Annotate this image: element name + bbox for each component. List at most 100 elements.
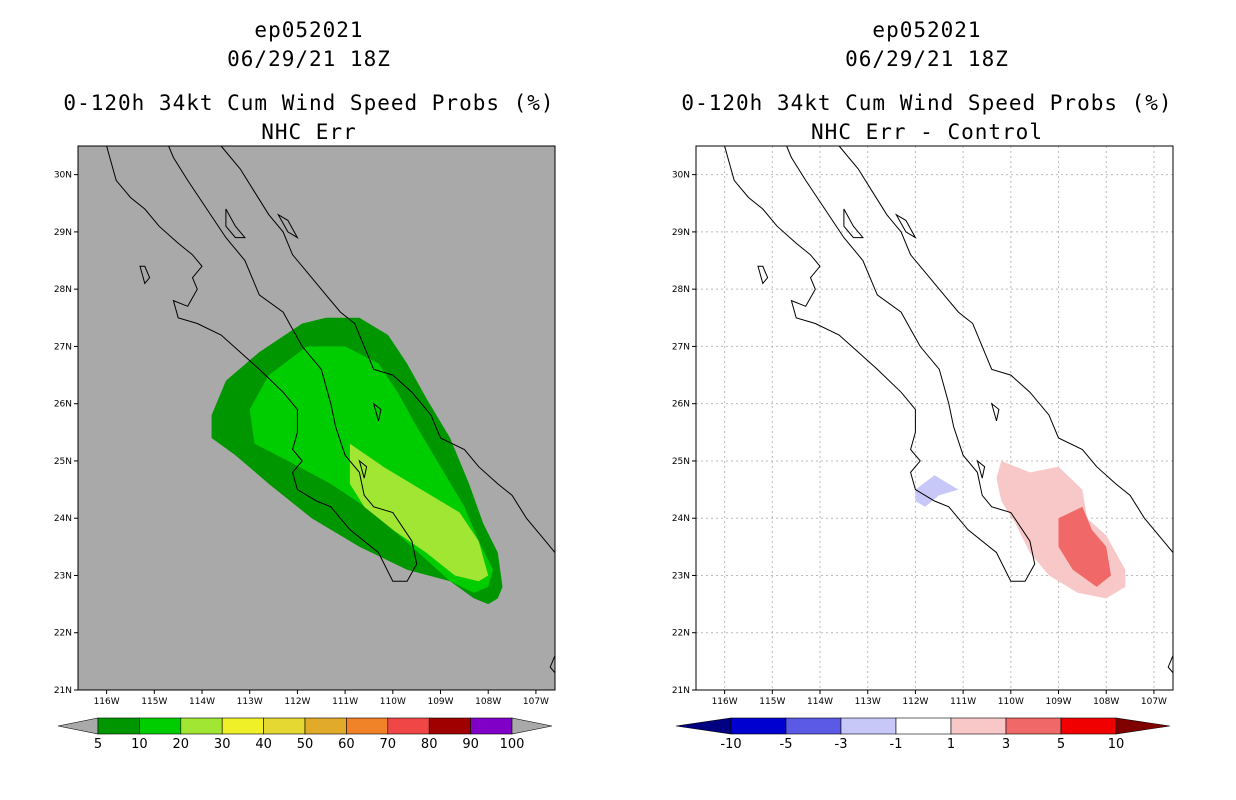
- map-chart-nhc-err-control: 116W 115W 114W 113W 112W 111W 110W 109W 108W 107W…: [672, 145, 1174, 752]
- x-tick-label: 116W: [712, 697, 738, 707]
- colorbar-swatch: [840, 717, 897, 735]
- panel-nhc-err: ep052021 06/29/21 18Z 0-120h 34kt Cum Wi…: [54, 18, 556, 752]
- prob-region-0: [915, 475, 959, 507]
- storm-id-title: ep052021: [254, 18, 364, 42]
- colorbar-swatch: [730, 717, 787, 735]
- colorbar-label: 10: [1108, 737, 1125, 752]
- island-outline: [139, 265, 151, 285]
- y-tick-label: 22N: [672, 629, 690, 639]
- colorbar-swatch: [1060, 717, 1117, 735]
- colorbar-label: 5: [1057, 737, 1065, 752]
- colorbar-swatch: [1005, 717, 1062, 735]
- coastline: [220, 145, 556, 553]
- x-tick-label: 113W: [855, 697, 881, 707]
- colorbar-label: 60: [338, 737, 355, 752]
- colorbar-label: 80: [421, 737, 438, 752]
- y-tick-label: 27N: [54, 342, 72, 352]
- y-tick-label: 21N: [672, 686, 690, 696]
- colorbar-extend-high: [1115, 717, 1171, 735]
- x-tick-label: 109W: [427, 697, 453, 707]
- coastline: [549, 655, 556, 674]
- colorbar-swatch: [428, 717, 471, 735]
- y-tick-label: 30N: [672, 171, 690, 181]
- colorbar-label: 90: [462, 737, 479, 752]
- panel-nhc-err-control: ep052021 06/29/21 18Z 0-120h 34kt Cum Wi…: [618, 0, 1236, 800]
- coastline: [724, 145, 1036, 582]
- colorbar-swatch: [387, 717, 430, 735]
- coastline: [838, 145, 1174, 553]
- x-tick-label: 110W: [998, 697, 1024, 707]
- x-tick-label: 114W: [807, 697, 833, 707]
- map-background: [696, 146, 1173, 690]
- chart-subtitle: NHC Err - Control: [811, 120, 1043, 144]
- colorbar-extend-low: [675, 717, 732, 735]
- chart-title: 0-120h 34kt Cum Wind Speed Probs (%): [63, 91, 555, 115]
- colorbar-extend-high: [511, 717, 553, 735]
- date-title: 06/29/21 18Z: [845, 47, 1009, 71]
- y-tick-label: 21N: [54, 686, 72, 696]
- x-tick-label: 110W: [380, 697, 406, 707]
- colorbar-label: -10: [720, 737, 741, 752]
- y-tick-label: 25N: [54, 457, 72, 467]
- colorbar-swatch: [263, 717, 306, 735]
- island-outline: [358, 459, 368, 479]
- island-outline: [757, 265, 769, 285]
- colorbar-swatch: [950, 717, 1007, 735]
- colorbar-label: 50: [297, 737, 314, 752]
- y-tick-label: 25N: [672, 457, 690, 467]
- prob-region-2: [349, 443, 489, 582]
- colorbar-label: 10: [131, 737, 148, 752]
- colorbar-label: -5: [780, 737, 793, 752]
- island-outline: [990, 402, 1000, 422]
- island-outline: [976, 459, 986, 479]
- island-outline: [894, 213, 917, 239]
- colorbar-swatch: [785, 717, 842, 735]
- y-tick-label: 23N: [672, 571, 690, 581]
- coastline: [106, 145, 418, 582]
- colorbar-label: 100: [500, 737, 525, 752]
- x-tick-label: 115W: [759, 697, 785, 707]
- island-outline: [225, 208, 246, 239]
- x-tick-label: 114W: [189, 697, 215, 707]
- y-tick-label: 29N: [672, 228, 690, 238]
- colorbar-swatch: [470, 717, 513, 735]
- island-outline: [843, 208, 864, 239]
- plot-frame: [695, 145, 1174, 691]
- x-tick-label: 108W: [1093, 697, 1119, 707]
- colorbar-swatch: [139, 717, 182, 735]
- colorbar-label: 5: [94, 737, 102, 752]
- x-tick-label: 116W: [94, 697, 120, 707]
- colorbar-label: 30: [214, 737, 231, 752]
- x-tick-label: 107W: [523, 697, 549, 707]
- colorbar-label: 20: [173, 737, 190, 752]
- plot-frame: [77, 145, 556, 691]
- x-tick-label: 111W: [332, 697, 358, 707]
- x-tick-label: 111W: [950, 697, 976, 707]
- date-title: 06/29/21 18Z: [227, 47, 391, 71]
- colorbar-swatch: [895, 717, 952, 735]
- prob-region-2: [1058, 506, 1111, 587]
- x-tick-label: 112W: [284, 697, 310, 707]
- y-tick-label: 23N: [54, 571, 72, 581]
- y-tick-label: 28N: [672, 285, 690, 295]
- y-tick-label: 24N: [54, 514, 72, 524]
- y-tick-label: 30N: [54, 171, 72, 181]
- colorbar-label: 3: [1002, 737, 1010, 752]
- chart-subtitle: NHC Err: [261, 120, 357, 144]
- colorbar-swatch: [180, 717, 223, 735]
- x-tick-label: 112W: [902, 697, 928, 707]
- y-tick-label: 26N: [672, 400, 690, 410]
- colorbar-label: -1: [890, 737, 903, 752]
- x-tick-label: 107W: [1141, 697, 1167, 707]
- colorbar-extend-low: [57, 717, 99, 735]
- y-tick-label: 26N: [54, 400, 72, 410]
- x-tick-label: 115W: [141, 697, 167, 707]
- colorbar-swatch: [97, 717, 140, 735]
- x-tick-label: 109W: [1045, 697, 1071, 707]
- colorbar-label: 70: [380, 737, 397, 752]
- y-tick-label: 24N: [672, 514, 690, 524]
- map-chart-nhc-err: 116W 115W 114W 113W 112W 111W 110W 109W 108W 107W…: [54, 145, 556, 752]
- x-tick-label: 108W: [475, 697, 501, 707]
- colorbar-label: 1: [947, 737, 955, 752]
- y-tick-label: 27N: [672, 342, 690, 352]
